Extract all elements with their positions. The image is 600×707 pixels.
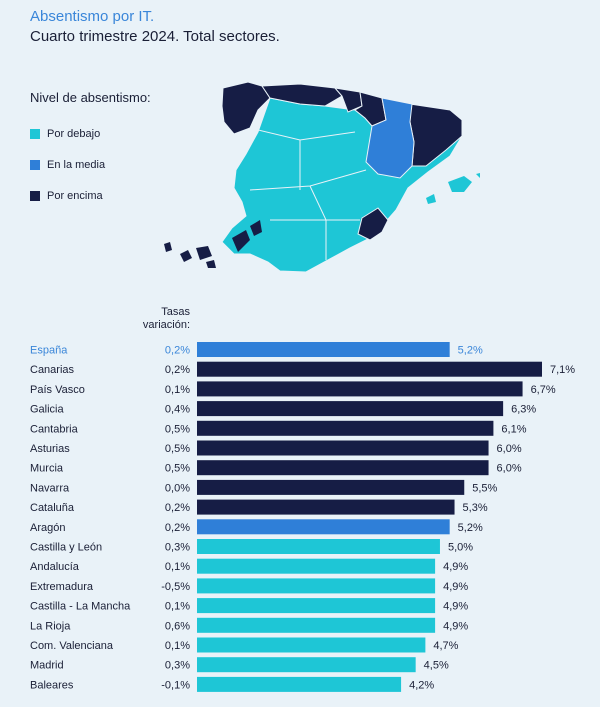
value-label: 4,7% [433, 640, 458, 652]
variation-label: 0,4% [165, 404, 190, 416]
bar [197, 420, 494, 436]
value-label: 6,0% [497, 463, 522, 475]
legend-swatch-encima [30, 191, 40, 201]
category-label: Canarias [30, 364, 75, 376]
legend-item-media: En la media [30, 159, 105, 171]
tasas-header-line2: variación: [142, 319, 190, 331]
legend-label-debajo: Por debajo [47, 128, 101, 140]
map-aragon [365, 97, 415, 179]
legend-item-encima: Por encima [30, 190, 103, 202]
bar [197, 460, 489, 476]
value-label: 4,9% [443, 561, 468, 573]
bar [197, 361, 542, 377]
variation-label: 0,2% [165, 345, 190, 357]
category-label: Asturias [30, 443, 70, 455]
variation-label: -0,1% [161, 679, 190, 691]
map-baleares [426, 173, 480, 204]
category-label: Extremadura [30, 581, 94, 593]
map-asturias-cantabria [261, 83, 343, 107]
value-label: 4,2% [409, 679, 434, 691]
value-label: 4,9% [443, 601, 468, 613]
value-label: 4,5% [424, 660, 449, 672]
legend-item-debajo: Por debajo [30, 128, 100, 140]
value-label: 5,0% [448, 542, 473, 554]
category-label: La Rioja [30, 620, 71, 632]
category-label: Galicia [30, 404, 65, 416]
variation-label: 0,2% [165, 502, 190, 514]
chart-title: Absentismo por IT. [30, 8, 155, 25]
value-label: 6,7% [531, 384, 556, 396]
variation-label: 0,5% [165, 463, 190, 475]
value-label: 4,9% [443, 581, 468, 593]
category-label: Murcia [30, 463, 64, 475]
category-label: Cantabria [30, 423, 79, 435]
bar [197, 401, 504, 417]
variation-label: 0,1% [165, 601, 190, 613]
bar [197, 440, 489, 456]
category-label: Castilla y León [30, 542, 102, 554]
variation-label: -0,5% [161, 581, 190, 593]
bar [197, 598, 436, 614]
value-label: 7,1% [550, 364, 575, 376]
map-pais-vasco [333, 87, 363, 113]
category-label: Com. Valenciana [30, 640, 114, 652]
category-label: Aragón [30, 522, 65, 534]
bar [197, 617, 436, 633]
map-murcia [357, 207, 389, 241]
bar [197, 381, 523, 397]
spain-map [164, 81, 480, 273]
bar [197, 558, 436, 574]
category-label: Navarra [30, 482, 70, 494]
variation-label: 0,5% [165, 443, 190, 455]
bar [197, 479, 465, 495]
value-label: 4,9% [443, 620, 468, 632]
legend-label-media: En la media [47, 159, 106, 171]
legend-swatch-media [30, 160, 40, 170]
value-label: 6,3% [511, 404, 536, 416]
map-galicia [221, 81, 271, 135]
legend-label-encima: Por encima [47, 190, 103, 202]
variation-label: 0,5% [165, 423, 190, 435]
value-label: 6,1% [501, 423, 526, 435]
category-label: Cataluña [30, 502, 75, 514]
category-label: Madrid [30, 660, 64, 672]
legend-title: Nivel de absentismo: [30, 90, 151, 105]
tasas-header-line1: Tasas [161, 306, 190, 318]
chart-subtitle: Cuarto trimestre 2024. Total sectores. [30, 28, 280, 45]
variation-label: 0,0% [165, 482, 190, 494]
variation-label: 0,2% [165, 522, 190, 534]
value-label: 6,0% [497, 443, 522, 455]
map-canarias [164, 220, 262, 268]
map-region-borders [249, 127, 367, 260]
variation-label: 0,2% [165, 364, 190, 376]
variation-label: 0,6% [165, 620, 190, 632]
bar [197, 657, 416, 673]
category-label: Andalucía [30, 561, 80, 573]
bar [197, 539, 440, 554]
bar [197, 578, 436, 594]
bar [197, 637, 426, 653]
bar [197, 519, 450, 535]
bar [197, 499, 455, 515]
variation-label: 0,1% [165, 384, 190, 396]
value-label: 5,2% [458, 522, 483, 534]
variation-label: 0,1% [165, 561, 190, 573]
value-label: 5,3% [463, 502, 488, 514]
value-label: 5,5% [472, 482, 497, 494]
category-label: Baleares [30, 679, 74, 691]
value-label: 5,2% [458, 345, 483, 357]
tasas-variacion-header: Tasas variación: [120, 306, 190, 332]
category-label: País Vasco [30, 384, 85, 396]
legend-swatch-debajo [30, 129, 40, 139]
category-label: Castilla - La Mancha [30, 601, 131, 613]
bar [197, 342, 450, 357]
variation-label: 0,3% [165, 542, 190, 554]
bar [197, 676, 402, 692]
variation-label: 0,3% [165, 660, 190, 672]
variation-label: 0,1% [165, 640, 190, 652]
category-label: España [30, 345, 68, 357]
